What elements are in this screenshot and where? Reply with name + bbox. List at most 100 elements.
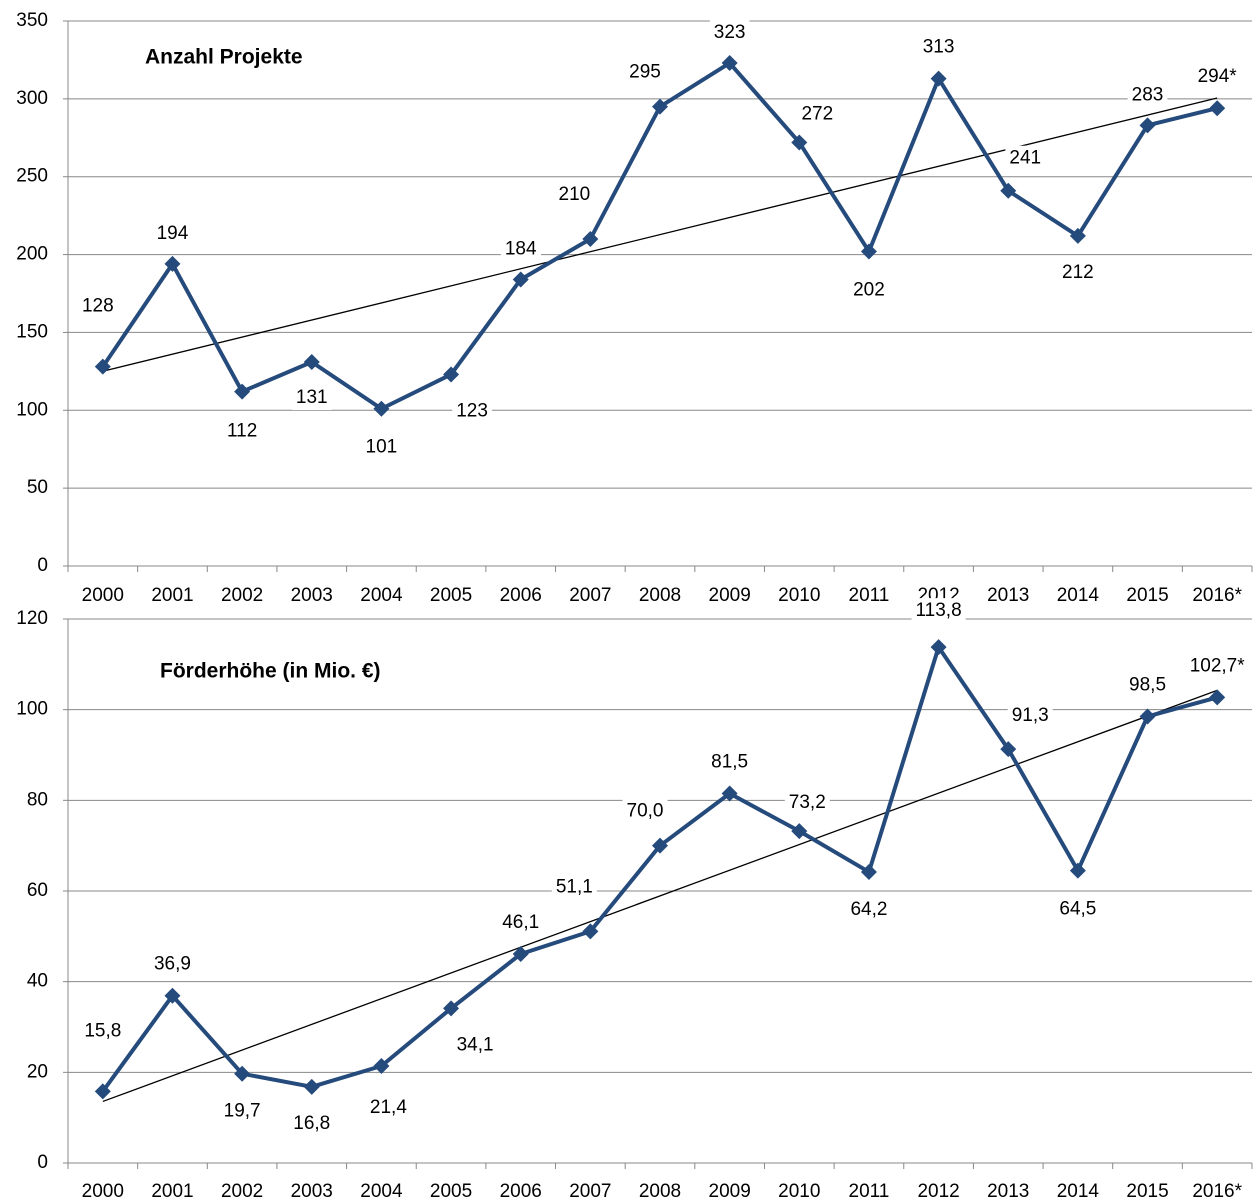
data-label: 64,2 xyxy=(850,899,887,920)
x-tick-label: 2009 xyxy=(709,585,751,606)
data-label-bg xyxy=(1125,672,1171,698)
data-label: 194 xyxy=(157,223,189,244)
data-label: 113,8 xyxy=(916,600,962,621)
x-tick-label: 2007 xyxy=(569,1181,611,1202)
data-label-bg xyxy=(849,277,889,303)
data-label-bg xyxy=(554,182,595,208)
x-tick-label: 2015 xyxy=(1126,585,1168,606)
x-tick-label: 2013 xyxy=(987,585,1029,606)
marker xyxy=(1209,689,1226,706)
data-label-bg xyxy=(622,798,668,824)
marker xyxy=(373,1057,390,1074)
data-label-bg xyxy=(551,874,597,900)
marker xyxy=(860,243,877,260)
marker xyxy=(1069,227,1086,244)
marker xyxy=(1000,182,1017,199)
data-label: 212 xyxy=(1062,262,1094,283)
y-tick-label: 40 xyxy=(27,971,48,992)
data-label-bg xyxy=(452,398,492,424)
data-label-bg xyxy=(452,1032,498,1058)
y-tick-label: 100 xyxy=(16,399,48,420)
y-tick-label: 60 xyxy=(27,880,48,901)
x-tick-label: 2010 xyxy=(778,1181,820,1202)
data-label: 295 xyxy=(629,62,661,83)
marker xyxy=(582,923,599,940)
data-label: 131 xyxy=(296,387,328,408)
marker xyxy=(94,1083,111,1100)
data-label: 123 xyxy=(456,400,488,421)
data-label: 241 xyxy=(1009,148,1041,169)
y-tick-label: 80 xyxy=(27,789,48,810)
data-label-bg xyxy=(291,385,332,411)
marker xyxy=(373,400,390,417)
data-label: 210 xyxy=(559,184,591,205)
y-tick-label: 350 xyxy=(16,10,48,31)
marker xyxy=(721,785,738,802)
marker xyxy=(94,358,111,375)
chart-title: Förderhöhe (in Mio. €) xyxy=(160,660,381,683)
y-tick-label: 120 xyxy=(16,608,48,629)
data-label-bg xyxy=(1185,653,1250,679)
data-label: 112 xyxy=(227,421,257,442)
data-label: 36,9 xyxy=(154,954,191,975)
x-tick-label: 2011 xyxy=(849,585,890,606)
data-label-bg xyxy=(219,1098,265,1124)
marker xyxy=(791,134,808,151)
x-tick-label: 2014 xyxy=(1057,1181,1100,1202)
data-label: 19,7 xyxy=(224,1101,261,1122)
data-label: 323 xyxy=(714,22,746,43)
x-tick-label: 2004 xyxy=(360,585,403,606)
marker xyxy=(1069,862,1086,879)
data-label-bg xyxy=(1058,259,1098,285)
x-tick-label: 2004 xyxy=(360,1181,403,1202)
marker xyxy=(164,255,181,272)
x-tick-label: 2001 xyxy=(151,1181,193,1202)
data-label: 16,8 xyxy=(293,1113,330,1134)
data-label-bg xyxy=(77,293,118,319)
data-label-bg xyxy=(149,951,195,977)
x-tick-label: 2003 xyxy=(291,1181,333,1202)
x-tick-label: 2011 xyxy=(849,1181,890,1202)
x-tick-label: 2005 xyxy=(430,1181,472,1202)
data-label-bg xyxy=(361,434,402,460)
data-label: 15,8 xyxy=(84,1020,121,1041)
data-label-bg xyxy=(784,790,830,816)
marker xyxy=(443,1000,460,1017)
data-label-bg xyxy=(1055,896,1101,922)
data-label: 21,4 xyxy=(370,1097,407,1118)
marker xyxy=(930,639,947,656)
marker xyxy=(234,383,251,400)
marker xyxy=(930,70,947,87)
marker xyxy=(1139,708,1156,725)
marker xyxy=(1000,741,1017,758)
data-label: 202 xyxy=(853,279,885,300)
y-tick-label: 150 xyxy=(16,321,48,342)
x-tick-label: 2002 xyxy=(221,1181,263,1202)
data-label-bg xyxy=(289,1110,335,1136)
marker xyxy=(791,823,808,840)
x-tick-label: 2016* xyxy=(1192,1181,1242,1202)
data-label-bg xyxy=(498,910,544,936)
data-label-bg xyxy=(625,59,665,85)
x-tick-label: 2013 xyxy=(987,1181,1029,1202)
x-tick-label: 2010 xyxy=(778,585,820,606)
data-label: 70,0 xyxy=(627,801,664,822)
data-label-bg xyxy=(152,220,193,246)
data-label-bg xyxy=(1007,703,1053,729)
x-tick-label: 2000 xyxy=(82,1181,124,1202)
marker xyxy=(512,271,529,288)
data-label-bg xyxy=(846,896,892,922)
marker xyxy=(860,863,877,880)
marker xyxy=(164,987,181,1004)
x-tick-label: 2007 xyxy=(569,585,611,606)
y-tick-label: 100 xyxy=(16,699,48,720)
x-tick-label: 2014 xyxy=(1057,585,1100,606)
x-tick-label: 2000 xyxy=(82,585,124,606)
data-label: 51,1 xyxy=(556,876,593,897)
data-label-bg xyxy=(709,20,750,46)
trendline xyxy=(102,97,1218,372)
marker xyxy=(721,55,738,72)
y-tick-label: 200 xyxy=(16,244,48,265)
marker xyxy=(303,354,320,371)
